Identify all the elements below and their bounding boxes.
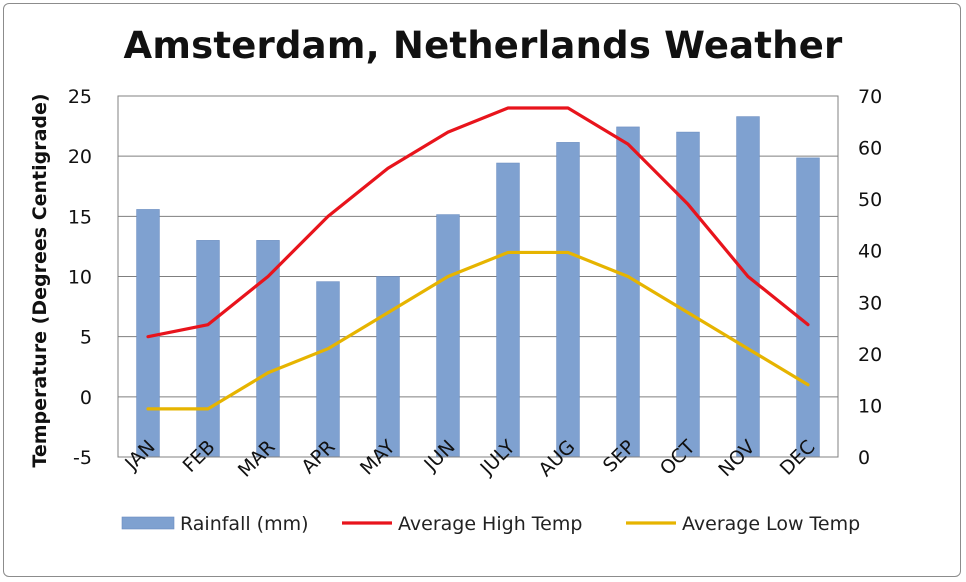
right-axis-ticks: 70 60 50 40 30 20 10 0 <box>858 86 882 469</box>
rainfall-bar-jan <box>136 209 160 458</box>
low-temp-line <box>146 250 810 411</box>
y-tick-label: -5 <box>73 447 92 469</box>
gridlines <box>118 95 838 458</box>
y2-tick-label: 20 <box>858 344 882 366</box>
rainfall-bar-feb <box>196 240 220 458</box>
rainfall-bars <box>136 116 820 458</box>
legend-label: Rainfall (mm) <box>180 513 309 535</box>
y-tick-label: 15 <box>68 206 92 228</box>
y-tick-label: 10 <box>68 267 92 289</box>
y-tick-label: 25 <box>68 86 92 108</box>
y-tick-label: 20 <box>68 146 92 168</box>
legend-item-1: Average High Temp <box>342 513 582 535</box>
y2-tick-label: 10 <box>858 395 882 417</box>
rainfall-bar-jun <box>436 214 460 458</box>
y2-tick-label: 40 <box>858 241 882 263</box>
rainfall-bar-aug <box>556 142 580 458</box>
y2-tick-label: 30 <box>858 292 882 314</box>
temperature-lines <box>146 106 810 411</box>
rainfall-bar-mar <box>256 240 280 458</box>
y-axis-label: Temperature (Degrees Centigrade) <box>29 93 51 467</box>
y2-tick-label: 50 <box>858 189 882 211</box>
category-labels: JAN FEB MAR APR MAY JUN JULY AUG SEP OCT NOV DEC <box>120 436 819 482</box>
y-tick-label: 0 <box>80 387 92 409</box>
legend-item-2: Average Low Temp <box>626 513 860 535</box>
rainfall-bar-apr <box>316 281 340 458</box>
legend: Rainfall (mm) Average High Temp Average Lo… <box>121 513 860 535</box>
rainfall-bar-july <box>496 162 520 458</box>
rainfall-bar-nov <box>736 116 760 458</box>
rainfall-bar-oct <box>676 131 700 458</box>
y2-tick-label: 70 <box>858 86 882 108</box>
legend-swatch-rainfall <box>121 516 175 530</box>
rainfall-bar-may <box>376 276 400 458</box>
y2-tick-label: 60 <box>858 138 882 160</box>
legend-label: Average High Temp <box>398 513 582 535</box>
high-temp-line <box>146 106 810 339</box>
plot-area-border <box>117 95 839 458</box>
rainfall-bar-dec <box>796 157 820 458</box>
left-axis-ticks: 25 20 15 10 5 0 -5 <box>68 86 92 469</box>
chart-title: Amsterdam, Netherlands Weather <box>123 24 843 67</box>
legend-label: Average Low Temp <box>682 513 860 535</box>
y-tick-label: 5 <box>80 327 92 349</box>
rainfall-bar-sep <box>616 126 640 458</box>
legend-item-0: Rainfall (mm) <box>121 513 309 535</box>
y2-tick-label: 0 <box>858 447 870 469</box>
